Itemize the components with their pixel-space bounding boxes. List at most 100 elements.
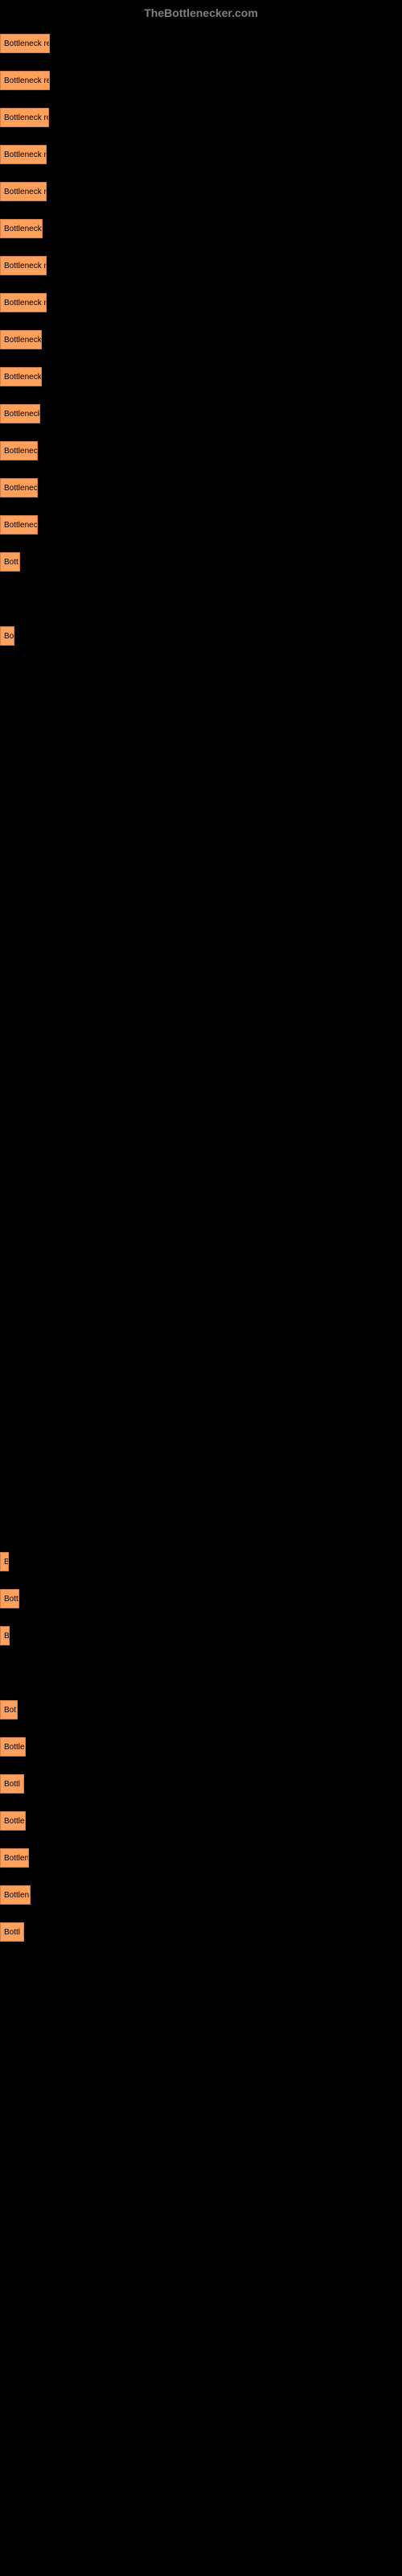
bar-row: [0, 1293, 402, 1312]
bar-row: [0, 700, 402, 720]
bar-label: Bottleneck: [4, 336, 42, 345]
bottleneck-bar[interactable]: Bottleneck re: [0, 71, 50, 90]
site-title: TheBottlenecker.com: [144, 6, 258, 19]
bar-row: [0, 1404, 402, 1423]
bar-row: [0, 886, 402, 905]
bottleneck-bar[interactable]: Bot: [0, 1700, 18, 1719]
bar-label: Bottleneck r: [4, 188, 47, 196]
bar-row: Bo: [0, 626, 402, 646]
bottleneck-bar[interactable]: Bottlenec: [0, 478, 38, 497]
bar-label: Bottleneck: [4, 373, 42, 382]
bar-row: Bottleneck r: [0, 256, 402, 275]
bar-label: Bottleneck re: [4, 76, 50, 85]
bar-row: Bottleneck: [0, 404, 402, 423]
bar-row: [0, 1071, 402, 1090]
bottleneck-bar[interactable]: Bottleneck re: [0, 34, 50, 53]
bar-row: [0, 1034, 402, 1053]
bar-label: Bottl: [4, 1928, 20, 1937]
bar-label: Bottleneck: [4, 225, 42, 233]
bar-row: [0, 774, 402, 794]
bar-row: [0, 811, 402, 831]
bar-label: B: [4, 1632, 10, 1641]
bar-row: Bottlen: [0, 1885, 402, 1905]
bottleneck-bar[interactable]: Bottle: [0, 1811, 26, 1831]
bar-row: [0, 589, 402, 609]
bottleneck-bar[interactable]: B: [0, 1552, 9, 1571]
bottleneck-bar[interactable]: Bottleneck: [0, 404, 40, 423]
bottleneck-bar[interactable]: Bottleneck: [0, 367, 42, 386]
bottleneck-bar[interactable]: Bottlenec: [0, 515, 38, 535]
bottleneck-bar[interactable]: Bottle: [0, 1737, 26, 1757]
bottleneck-bar[interactable]: Bottleneck r: [0, 256, 47, 275]
bottleneck-bar[interactable]: Bottlenec: [0, 441, 38, 460]
bottleneck-bar[interactable]: Bottleneck r: [0, 182, 47, 201]
bar-label: Bottl: [4, 1780, 20, 1789]
bottleneck-bar[interactable]: Bottleneck r: [0, 145, 47, 164]
bottleneck-bar[interactable]: Bott: [0, 552, 20, 572]
bar-label: Bottleneck: [4, 410, 40, 419]
bottleneck-bar[interactable]: Bott: [0, 1589, 19, 1608]
bar-row: [0, 663, 402, 683]
bar-row: [0, 1330, 402, 1349]
bar-row: Bott: [0, 552, 402, 572]
bar-row: [0, 1478, 402, 1497]
bar-label: Bottlenec: [4, 484, 38, 493]
bar-label: Bottleneck r: [4, 151, 47, 159]
bottleneck-bar[interactable]: Bottlen: [0, 1885, 31, 1905]
bar-row: Bottlenec: [0, 441, 402, 460]
bottleneck-bar[interactable]: Bottl: [0, 1774, 24, 1794]
bar-row: [0, 1219, 402, 1238]
bar-label: Bottle: [4, 1743, 25, 1752]
bar-label: Bo: [4, 632, 14, 641]
bar-row: [0, 1663, 402, 1682]
bar-label: Bott: [4, 1595, 18, 1604]
site-header: TheBottlenecker.com: [0, 0, 402, 26]
bar-label: Bottle: [4, 1817, 25, 1826]
bottleneck-chart: Bottleneck re Bottleneck re Bottleneck re B…: [0, 26, 402, 1967]
bar-label: Bottleneck r: [4, 299, 47, 308]
bar-row: Bot: [0, 1700, 402, 1719]
bar-row: Bottleneck r: [0, 293, 402, 312]
bottleneck-bar[interactable]: Bottleneck re: [0, 108, 49, 127]
bar-row: Bottleneck: [0, 367, 402, 386]
bar-row: [0, 1145, 402, 1164]
bar-row: [0, 1441, 402, 1460]
bar-row: Bottle: [0, 1737, 402, 1757]
bar-row: Bottle: [0, 1811, 402, 1831]
bar-row: Bottlenec: [0, 515, 402, 535]
bar-row: [0, 1108, 402, 1127]
bar-row: Bottleneck: [0, 219, 402, 238]
bar-row: Bottl: [0, 1922, 402, 1942]
bar-row: Bottleneck r: [0, 182, 402, 201]
bar-label: Bottlen: [4, 1854, 29, 1863]
bar-row: Bottlen: [0, 1848, 402, 1868]
bar-row: Bottl: [0, 1774, 402, 1794]
bar-label: Bottleneck r: [4, 262, 47, 270]
bottleneck-bar[interactable]: Bottleneck r: [0, 293, 47, 312]
bar-row: [0, 960, 402, 979]
bar-label: Bottlenec: [4, 521, 38, 530]
bar-label: Bott: [4, 558, 18, 567]
bar-row: [0, 848, 402, 868]
bottleneck-bar[interactable]: B: [0, 1626, 10, 1645]
bar-label: Bottlen: [4, 1891, 29, 1900]
bottleneck-bar[interactable]: Bo: [0, 626, 14, 646]
bar-row: Bottleneck r: [0, 145, 402, 164]
bar-row: [0, 997, 402, 1016]
bar-row: [0, 1182, 402, 1201]
bar-row: Bott: [0, 1589, 402, 1608]
bottleneck-bar[interactable]: Bottleneck: [0, 219, 43, 238]
bar-row: [0, 923, 402, 942]
bottleneck-bar[interactable]: Bottl: [0, 1922, 24, 1942]
bottleneck-bar[interactable]: Bottlen: [0, 1848, 29, 1868]
bar-row: Bottleneck re: [0, 108, 402, 127]
bar-row: [0, 1367, 402, 1386]
bar-row: Bottleneck re: [0, 34, 402, 53]
bar-row: B: [0, 1626, 402, 1645]
bar-row: [0, 737, 402, 757]
bar-row: Bottleneck: [0, 330, 402, 349]
bar-row: [0, 1515, 402, 1534]
bar-label: Bottleneck re: [4, 114, 49, 122]
bar-row: [0, 1256, 402, 1275]
bottleneck-bar[interactable]: Bottleneck: [0, 330, 42, 349]
